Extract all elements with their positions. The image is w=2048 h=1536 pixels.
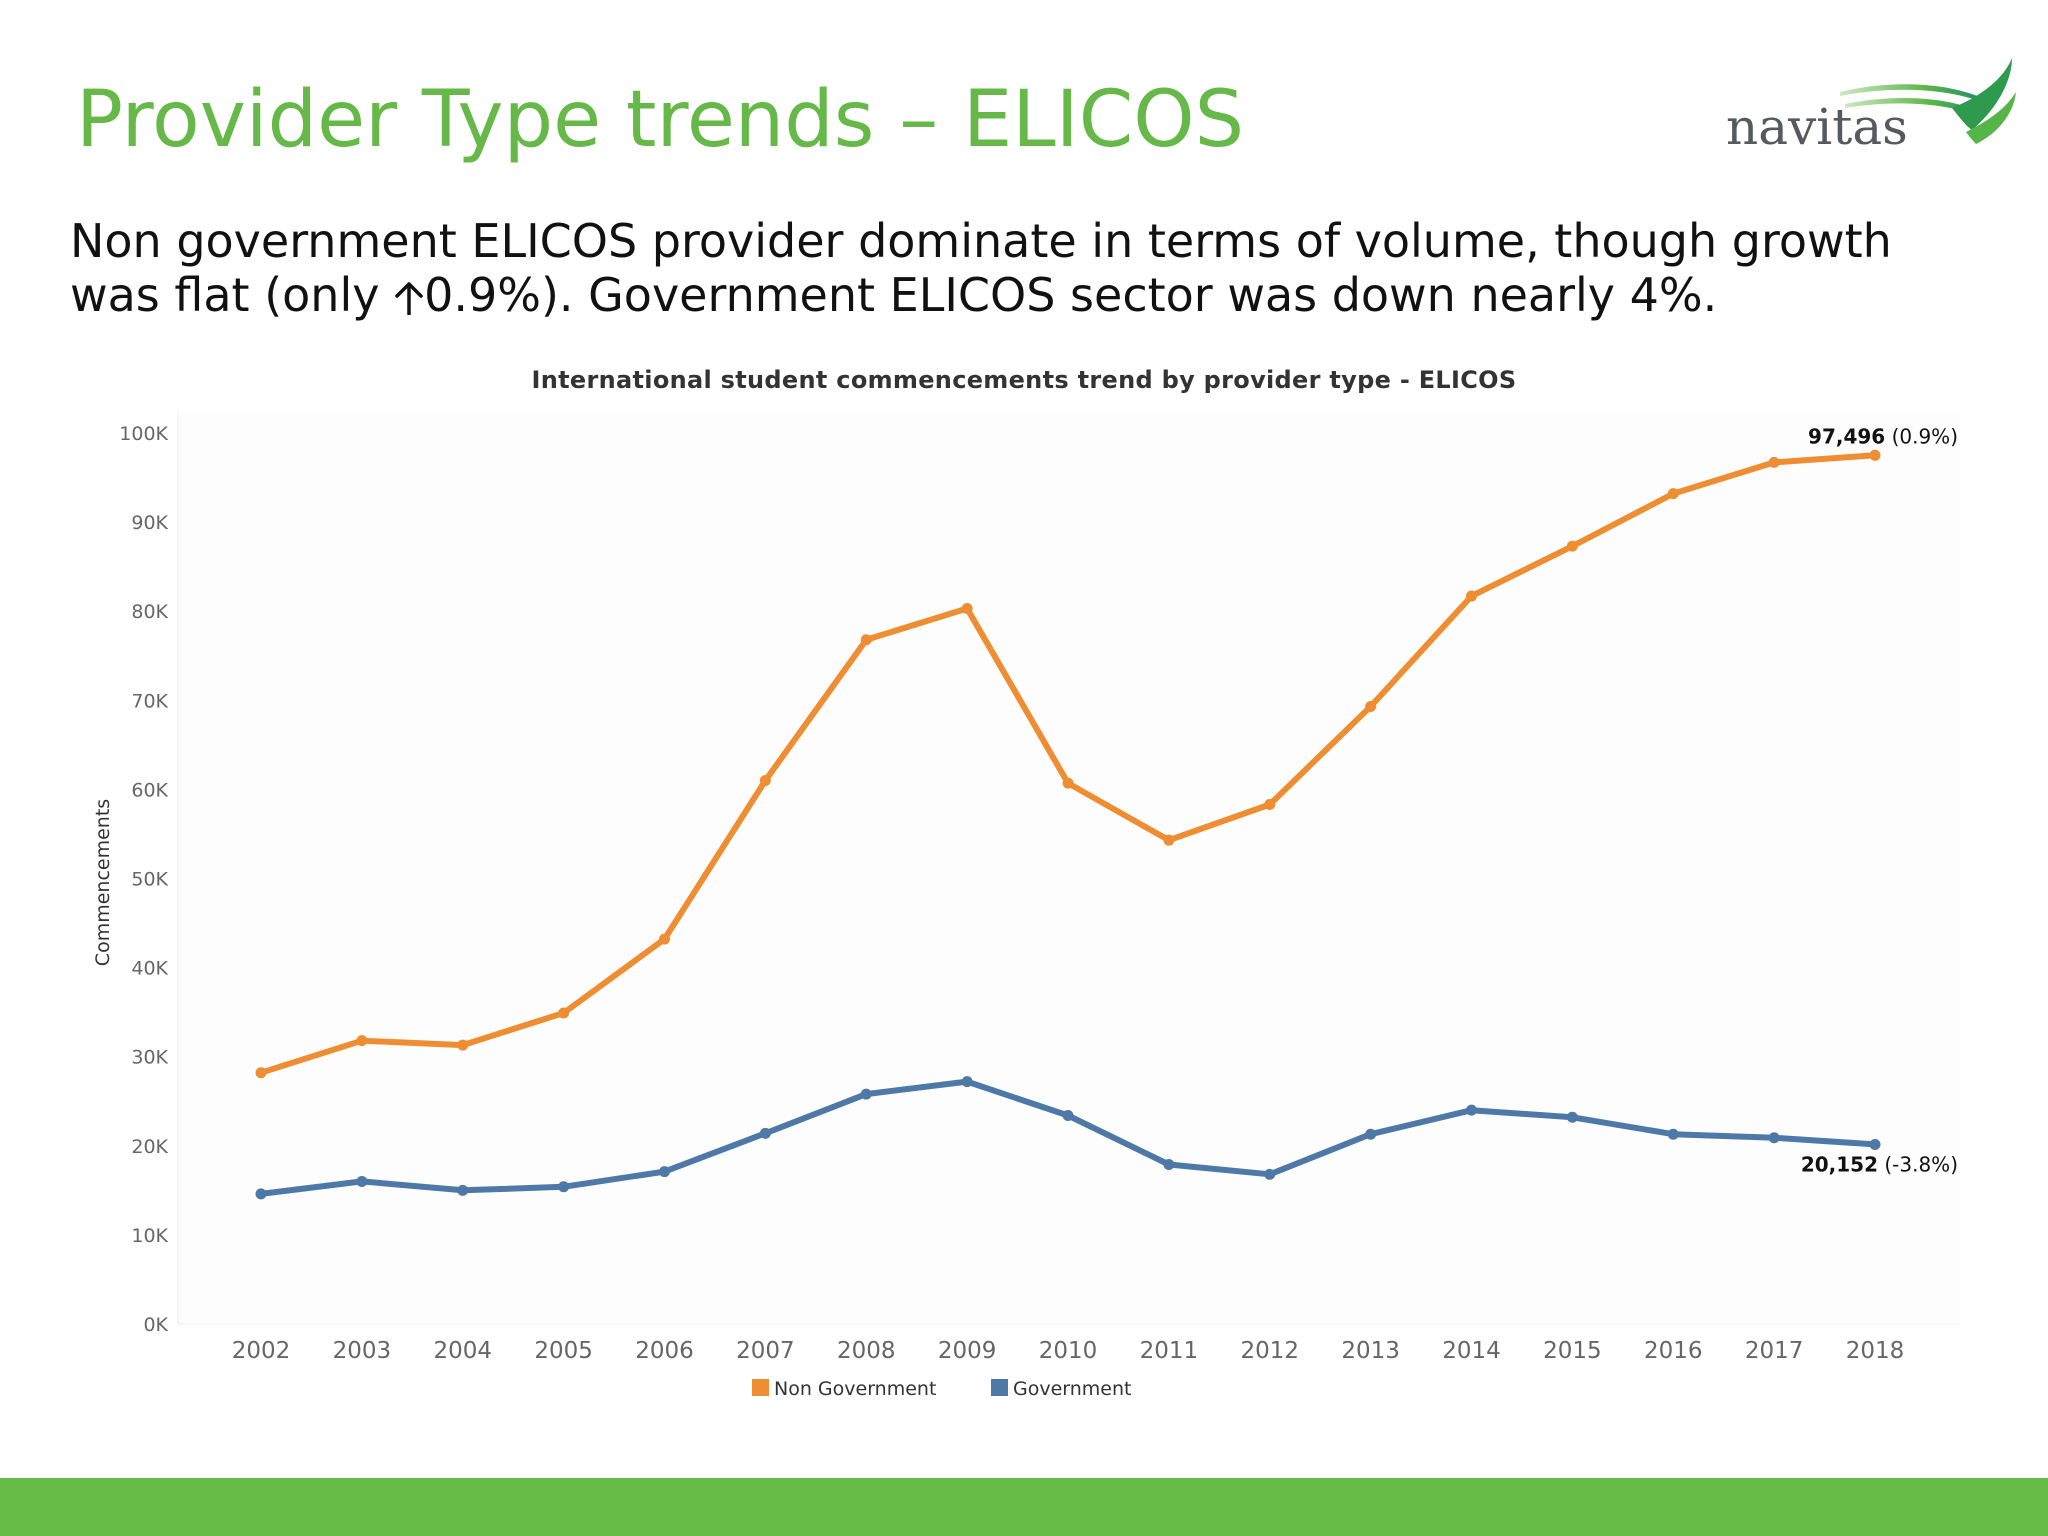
footer-bar: [0, 1478, 2048, 1536]
x-tick-label: 2005: [534, 1338, 593, 1364]
y-tick-label: 70K: [131, 690, 168, 712]
x-tick-label: 2012: [1240, 1338, 1299, 1364]
y-tick-label: 100K: [119, 423, 168, 445]
subtitle-line-2: was flat (only 0.9%). Government ELICOS …: [70, 268, 1990, 322]
x-tick-label: 2004: [433, 1338, 492, 1364]
y-tick-label: 80K: [131, 601, 168, 623]
y-tick-label: 90K: [131, 512, 168, 534]
end-label-1: 20,152 (-3.8%): [1801, 1152, 1958, 1176]
data-point-1-6: [860, 1088, 872, 1100]
y-axis-title: Commencements: [92, 799, 114, 966]
data-point-0-12: [1466, 590, 1477, 602]
line-chart: 0K 10K 20K 30K 40K 50K 60K 70K 80K 90K 100K Commenc…: [92, 413, 1960, 1400]
arrow-up-icon: [395, 282, 423, 316]
y-tick-label: 60K: [131, 779, 168, 801]
data-point-0-1: [356, 1035, 368, 1047]
data-point-1-13: [1566, 1111, 1578, 1123]
data-point-1-16: [1869, 1138, 1881, 1150]
x-tick-label: 2011: [1140, 1338, 1199, 1364]
data-point-0-4: [659, 933, 670, 945]
data-point-0-14: [1667, 488, 1679, 500]
data-point-1-4: [659, 1166, 670, 1178]
x-tick-label: 2010: [1039, 1338, 1098, 1364]
data-point-0-7: [961, 603, 973, 615]
data-point-0-8: [1062, 777, 1074, 789]
data-point-1-10: [1264, 1168, 1276, 1180]
y-tick-label: 10K: [131, 1225, 168, 1247]
y-tick-label: 40K: [131, 958, 168, 980]
x-tick-label: 2003: [333, 1338, 392, 1364]
legend-swatch-1: [991, 1379, 1008, 1396]
x-tick-label: 2018: [1846, 1338, 1905, 1364]
x-tick-label: 2014: [1442, 1338, 1501, 1364]
data-point-0-6: [860, 634, 872, 646]
data-point-0-5: [759, 774, 771, 786]
data-point-1-8: [1062, 1110, 1074, 1122]
x-tick-label: 2017: [1745, 1338, 1804, 1364]
slide-subtitle: Non government ELICOS provider dominate …: [70, 214, 1990, 322]
x-tick-label: 2013: [1341, 1338, 1400, 1364]
slide-title: Provider Type trends – ELICOS: [76, 75, 1245, 165]
data-point-0-16: [1869, 449, 1881, 461]
chart-title: International student commencements tren…: [531, 366, 1517, 394]
data-point-1-9: [1163, 1159, 1175, 1171]
data-point-1-11: [1365, 1128, 1377, 1140]
x-tick-label: 2008: [837, 1338, 896, 1364]
data-point-0-3: [558, 1007, 570, 1019]
data-point-1-0: [255, 1188, 267, 1200]
subtitle-suffix: 0.9%). Government ELICOS sector was down…: [424, 268, 1718, 322]
legend-label-1: Government: [1013, 1378, 1132, 1400]
end-label-value: 97,496: [1808, 424, 1885, 448]
data-point-1-3: [558, 1181, 570, 1193]
plot-area: [178, 413, 1960, 1324]
legend-swatch-0: [752, 1379, 769, 1396]
x-tick-label: 2002: [232, 1338, 291, 1364]
data-point-1-14: [1667, 1128, 1679, 1140]
subtitle-prefix: was flat (only: [70, 268, 395, 322]
x-tick-label: 2006: [635, 1338, 694, 1364]
x-tick-label: 2009: [938, 1338, 997, 1364]
x-tick-label: 2007: [736, 1338, 795, 1364]
data-point-1-5: [759, 1127, 771, 1139]
data-point-0-13: [1566, 540, 1578, 552]
end-label-0: 97,496 (0.9%): [1808, 424, 1958, 448]
data-point-0-9: [1163, 834, 1175, 846]
data-point-0-15: [1768, 456, 1780, 468]
y-tick-label: 30K: [131, 1047, 168, 1069]
x-tick-label: 2015: [1543, 1338, 1602, 1364]
data-point-1-2: [457, 1184, 469, 1196]
x-tick-label: 2016: [1644, 1338, 1703, 1364]
data-point-0-0: [255, 1067, 267, 1079]
end-label-change: (-3.8%): [1878, 1152, 1958, 1176]
data-point-0-2: [457, 1039, 469, 1051]
data-point-0-11: [1365, 701, 1377, 713]
legend-label-0: Non Government: [774, 1378, 936, 1400]
data-point-1-7: [961, 1076, 973, 1088]
data-point-1-12: [1466, 1104, 1477, 1116]
y-tick-label: 20K: [131, 1136, 168, 1158]
end-label-change: (0.9%): [1885, 424, 1958, 448]
end-label-value: 20,152: [1801, 1152, 1878, 1176]
navitas-logo: navitas: [1726, 58, 2016, 156]
y-tick-label: 50K: [131, 869, 168, 891]
data-point-1-15: [1768, 1132, 1780, 1144]
data-point-0-10: [1264, 799, 1276, 811]
y-tick-label: 0K: [143, 1314, 168, 1336]
data-point-1-1: [356, 1175, 368, 1187]
logo-text: navitas: [1726, 98, 1908, 156]
subtitle-line-1: Non government ELICOS provider dominate …: [70, 214, 1892, 268]
